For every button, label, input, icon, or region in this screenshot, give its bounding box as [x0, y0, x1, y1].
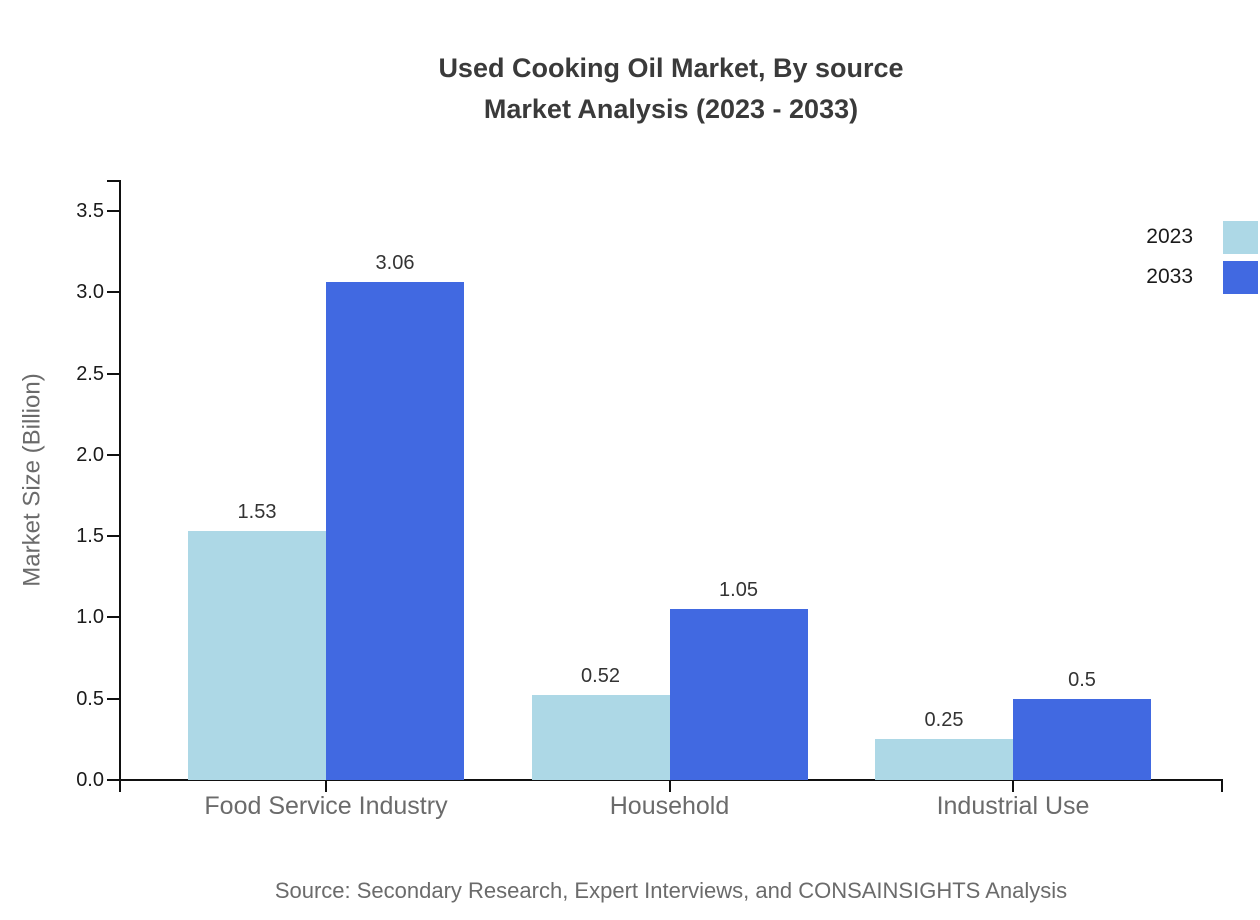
x-axis-category-label: Industrial Use: [936, 792, 1090, 820]
legend-swatch: [1223, 260, 1258, 294]
y-axis-tick-label: 3.5: [76, 199, 104, 222]
y-axis-tick: [107, 697, 120, 700]
bar-2033-industrial-use: [1013, 698, 1151, 780]
bar-value-label: 1.05: [719, 579, 758, 602]
y-axis-end-cap: [107, 180, 120, 182]
y-axis-tick-label: 1.5: [76, 525, 104, 548]
bar-value-label: 3.06: [375, 252, 415, 275]
legend-item: 2023: [1146, 217, 1258, 257]
legend-swatch: [1223, 220, 1258, 254]
y-axis-tick-label: 1.0: [76, 606, 104, 629]
y-axis-tick-label: 3.0: [76, 281, 104, 304]
y-axis-tick-label: 0.0: [76, 769, 104, 791]
y-axis-tick: [107, 453, 120, 456]
bar-value-label: 0.5: [1068, 668, 1096, 691]
chart-title-line2: Market Analysis (2023 - 2033): [483, 94, 859, 124]
y-axis-tick-label: 2.0: [76, 443, 104, 466]
y-axis-tick-label: 0.5: [76, 687, 104, 710]
bar-2033-household: [669, 609, 808, 780]
bar-value-label: 1.53: [237, 501, 277, 524]
bar-2023-food-service-industry: [188, 531, 326, 780]
bar-value-label: 0.25: [924, 709, 964, 732]
bar-value-label: 0.52: [581, 665, 620, 688]
x-axis-tick: [668, 779, 671, 792]
bar-2033-food-service-industry: [326, 282, 464, 780]
x-axis-tick: [325, 779, 327, 792]
chart-title: Used Cooking Oil Market, By source Marke…: [120, 48, 1222, 130]
y-axis-tick-label: 2.5: [76, 362, 104, 385]
y-axis-tick: [107, 779, 120, 781]
legend: 2023 2033: [1146, 217, 1258, 297]
legend-item: 2033: [1146, 257, 1258, 297]
x-axis-tick: [1012, 779, 1014, 792]
legend-label: 2033: [1146, 265, 1193, 288]
x-axis-category-label: Food Service Industry: [204, 792, 448, 820]
y-axis-tick: [107, 616, 120, 619]
y-axis-line: [119, 180, 121, 792]
bar-2023-household: [531, 695, 670, 780]
y-axis-tick: [107, 535, 120, 538]
y-axis-tick: [107, 209, 120, 212]
x-axis-category-label: Household: [609, 792, 730, 820]
bar-2023-industrial-use: [875, 739, 1013, 780]
y-axis-tick: [107, 372, 120, 375]
source-note: Source: Secondary Research, Expert Inter…: [274, 878, 1068, 903]
x-axis-end-cap: [1221, 779, 1223, 792]
y-axis-tick: [107, 291, 120, 294]
x-axis-line: [119, 779, 1223, 781]
legend-label: 2023: [1146, 225, 1193, 248]
chart-title-line1: Used Cooking Oil Market, By source: [438, 53, 904, 83]
